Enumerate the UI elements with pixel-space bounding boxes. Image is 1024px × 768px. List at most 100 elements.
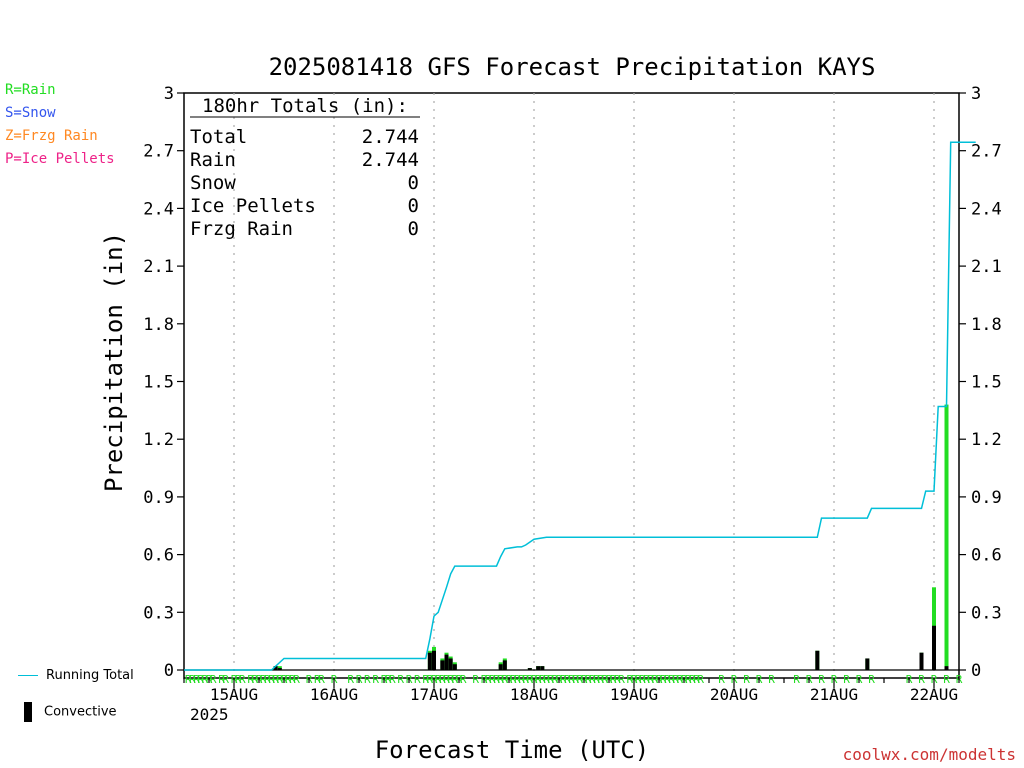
ptype-marker: R: [818, 673, 825, 686]
ptype-marker: R: [347, 673, 354, 686]
y-tick-label: 1.8: [143, 315, 174, 335]
ptype-marker: R: [610, 673, 617, 686]
legend-snow: S=Snow: [5, 105, 56, 121]
convective-swatch: [24, 702, 32, 722]
totals-value: 0: [408, 218, 419, 240]
ptype-marker: R: [643, 673, 650, 686]
ptype-marker: R: [652, 673, 659, 686]
legend-running-total: Running Total: [18, 668, 134, 683]
y-tick-label: 3: [971, 84, 981, 104]
ptype-marker: R: [572, 673, 579, 686]
x-tick-label: 17AUG: [410, 685, 458, 704]
convective-bar: [527, 668, 532, 670]
ptype-marker: R: [414, 673, 421, 686]
convective-bar: [427, 652, 432, 670]
plot-frame: [183, 92, 960, 679]
ptype-marker: R: [635, 673, 642, 686]
ptype-marker: R: [697, 673, 704, 686]
y-tick-label: 2.4: [971, 199, 1002, 219]
y-tick-label: 1.5: [971, 373, 1002, 393]
ptype-marker: R: [639, 673, 646, 686]
convective-bar: [277, 668, 282, 670]
x-tick-label: 22AUG: [910, 685, 958, 704]
ptype-marker: R: [197, 673, 204, 686]
ptype-marker: R: [577, 673, 584, 686]
ptype-marker: R: [527, 673, 534, 686]
ptype-marker: R: [514, 673, 521, 686]
ptype-marker: R: [868, 673, 875, 686]
convective-bar: [932, 625, 936, 670]
ptype-marker: R: [510, 673, 517, 686]
ptype-marker: R: [564, 673, 571, 686]
ptype-marker: R: [668, 673, 675, 686]
ptype-marker: R: [193, 673, 200, 686]
source-link[interactable]: coolwx.com/modelts: [842, 745, 1016, 764]
ptype-marker: R: [314, 673, 321, 686]
ptype-marker: R: [222, 673, 229, 686]
y-tick-label: 2.7: [971, 142, 1002, 162]
ptype-marker: R: [502, 673, 509, 686]
ptype-marker: R: [435, 673, 442, 686]
chart-title: 2025081418 GFS Forecast Precipitation KA…: [269, 53, 876, 81]
ptype-marker: R: [385, 673, 392, 686]
convective-bar: [540, 666, 545, 670]
x-tick-label: 20AUG: [710, 685, 758, 704]
ptype-marker: R: [552, 673, 559, 686]
y-tick-label: 0: [971, 661, 981, 681]
gridlines: [184, 93, 959, 678]
ptype-marker: R: [472, 673, 479, 686]
totals-value: 2.744: [362, 126, 419, 148]
convective-bar: [444, 654, 449, 670]
totals-value: 0: [408, 172, 419, 194]
convective-bar: [273, 666, 278, 670]
running-total-line: [184, 141, 976, 671]
ptype-marker: R: [664, 673, 671, 686]
ptype-marker: R: [543, 673, 550, 686]
ptype-marker: R: [210, 673, 217, 686]
precip-bars: [273, 404, 949, 670]
legend-convective: Convective: [18, 702, 117, 722]
ptype-marker: R: [427, 673, 434, 686]
ptype-marker: R: [235, 673, 242, 686]
totals-value: 0: [408, 195, 419, 217]
convective-bar: [815, 650, 820, 670]
x-tick-label: 16AUG: [310, 685, 358, 704]
ptype-marker: R: [677, 673, 684, 686]
ptype-marker: R: [372, 673, 379, 686]
ptype-marker: R: [943, 673, 950, 686]
ptype-marker: R: [460, 673, 467, 686]
totals-label: Total: [190, 126, 247, 148]
convective-bar: [452, 664, 457, 670]
ptype-marker: R: [285, 673, 292, 686]
ptype-marker: R: [318, 673, 325, 686]
ptype-marker: R: [560, 673, 567, 686]
ptype-marker: R: [443, 673, 450, 686]
totals-label: Frzg Rain: [190, 218, 293, 240]
ptype-marker: R: [843, 673, 850, 686]
ptype-marker: R: [189, 673, 196, 686]
ptype-marker: R: [518, 673, 525, 686]
legend-ice-pellets: P=Ice Pellets: [5, 151, 115, 167]
convective-bar: [865, 658, 870, 670]
ptype-marker: R: [547, 673, 554, 686]
ptype-marker: R: [539, 673, 546, 686]
y-tick-label: 1.2: [971, 430, 1002, 450]
ptype-marker: R: [743, 673, 750, 686]
ptype-marker: R: [568, 673, 575, 686]
legend-rain: R=Rain: [5, 82, 56, 98]
ptype-marker: R: [693, 673, 700, 686]
convective-bar: [432, 650, 436, 670]
running-total-series: [184, 141, 976, 671]
totals-box: 180hr Totals (in): Total 2.744 Rain 2.744 Sn…: [190, 95, 420, 240]
ptype-marker: R: [289, 673, 296, 686]
y-tick-label: 2.4: [143, 199, 174, 219]
convective-bar: [498, 664, 503, 670]
ptype-marker: R: [239, 673, 246, 686]
y-tick-label: 2.1: [143, 257, 174, 277]
ptype-marker: R: [272, 673, 279, 686]
totals-value: 2.744: [362, 149, 419, 171]
x-tick-label: 21AUG: [810, 685, 858, 704]
ptype-marker: R: [452, 673, 459, 686]
y-tick-label: 0.9: [143, 488, 174, 508]
